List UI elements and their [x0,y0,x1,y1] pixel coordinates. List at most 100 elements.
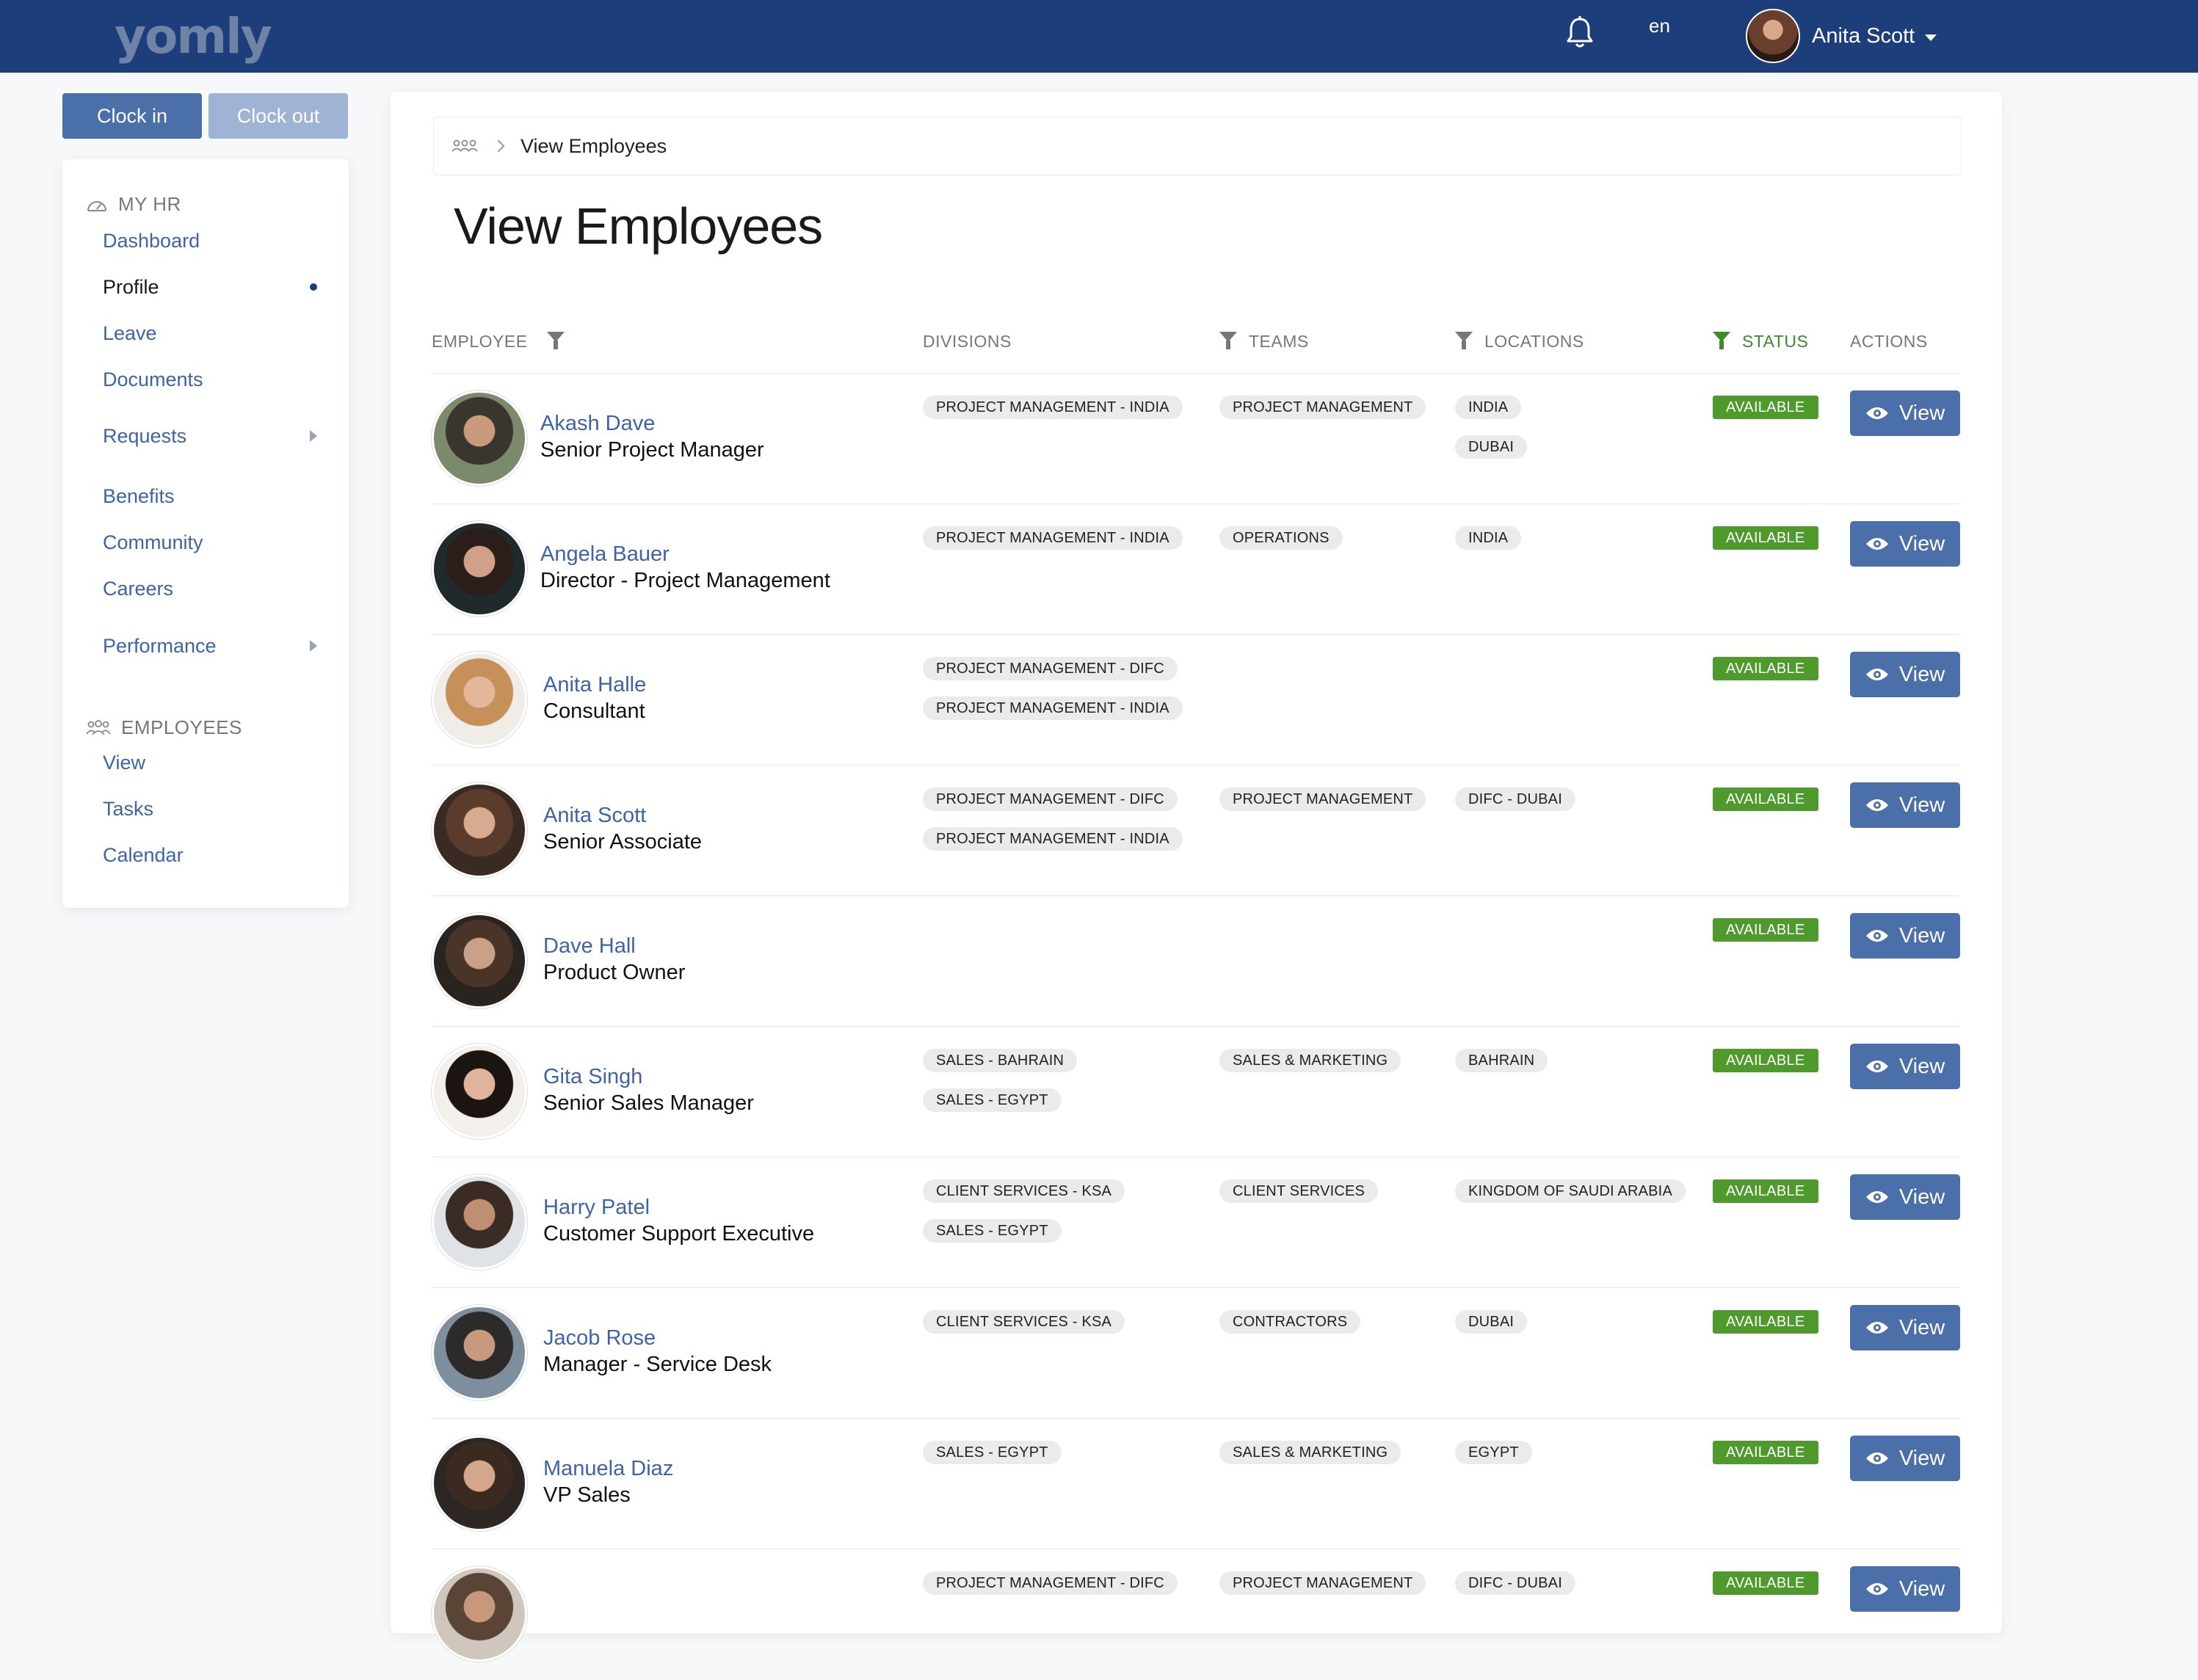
sidebar-item-careers[interactable]: Careers [103,577,174,600]
employee-name-link[interactable]: Harry Patel [543,1196,650,1219]
employee-name-link[interactable]: Anita Halle [543,673,647,697]
status-badge: AVAILABLE [1713,1441,1818,1464]
avatar[interactable] [432,1305,527,1400]
sidebar-item-benefits[interactable]: Benefits [103,484,175,507]
employee-role: Customer Support Executive [543,1222,815,1246]
status-badge: AVAILABLE [1713,788,1818,811]
avatar[interactable] [432,1566,527,1662]
sidebar-item-leave[interactable]: Leave [103,321,157,344]
view-employee-button[interactable]: View [1850,1044,1960,1089]
breadcrumb: View Employees [433,117,1962,175]
main-panel [391,92,2002,1633]
language-selector[interactable]: en [1649,15,1670,37]
view-employee-button[interactable]: View [1850,1566,1960,1612]
column-header-locations[interactable]: LOCATIONS [1455,330,1584,352]
column-header-label: ACTIONS [1850,331,1928,351]
division-tag: PROJECT MANAGEMENT - INDIA [923,827,1183,851]
view-button-label: View [1898,401,1945,425]
chevron-down-icon [1925,34,1937,41]
column-header-teams[interactable]: TEAMS [1219,330,1309,352]
people-icon [86,719,111,735]
employee-name-link[interactable]: Akash Dave [540,412,656,435]
status-badge: AVAILABLE [1713,1179,1818,1203]
location-tag: KINGDOM OF SAUDI ARABIA [1455,1179,1686,1203]
employee-name-link[interactable]: Jacob Rose [543,1326,656,1350]
avatar[interactable] [432,521,527,617]
division-tag: SALES - EGYPT [923,1441,1062,1464]
avatar[interactable] [432,1044,527,1139]
filter-icon[interactable] [1219,332,1237,351]
division-tag: SALES - EGYPT [923,1219,1062,1243]
view-employee-button[interactable]: View [1850,652,1960,697]
employee-name-link[interactable]: Angela Bauer [540,542,670,566]
sidebar-item-view[interactable]: View [103,751,146,774]
view-employee-button[interactable]: View [1850,1305,1960,1350]
sidebar-item-profile[interactable]: Profile [103,275,159,298]
division-tag: SALES - EGYPT [923,1088,1062,1112]
sidebar-section-my-hr: MY HR [86,193,181,216]
filter-icon[interactable] [1713,332,1730,351]
sidebar-item-calendar[interactable]: Calendar [103,843,184,866]
employee-name-link[interactable]: Gita Singh [543,1065,643,1088]
team-tag: PROJECT MANAGEMENT [1219,1571,1426,1595]
eye-icon [1865,930,1888,942]
division-tag: PROJECT MANAGEMENT - INDIA [923,526,1183,550]
division-tag: CLIENT SERVICES - KSA [923,1310,1125,1334]
sidebar-item-performance[interactable]: Performance [103,634,217,657]
view-button-label: View [1898,1185,1945,1209]
user-menu[interactable]: Anita Scott [1746,7,1937,65]
employee-role: Senior Associate [543,830,703,854]
view-button-label: View [1898,531,1945,556]
view-button-label: View [1898,1446,1945,1470]
clock-out-button[interactable]: Clock out [208,93,348,139]
avatar[interactable] [432,390,527,486]
clock-in-button[interactable]: Clock in [62,93,202,139]
employee-name-link[interactable]: Manuela Diaz [543,1457,674,1480]
filter-icon[interactable] [546,332,565,351]
sidebar-item-tasks[interactable]: Tasks [103,797,154,820]
column-header-status[interactable]: STATUS [1713,330,1808,352]
table-row: Anita Scott Senior Associate PROJECT MANAG… [432,765,1960,896]
status-badge: AVAILABLE [1713,918,1818,942]
chevron-right-icon[interactable] [310,430,317,442]
view-employee-button[interactable]: View [1850,390,1960,436]
avatar[interactable] [432,782,527,878]
user-name: Anita Scott [1812,23,1915,48]
view-employee-button[interactable]: View [1850,1436,1960,1481]
location-tag: DUBAI [1455,435,1528,459]
column-header-employee[interactable]: EMPLOYEE [432,330,565,352]
view-button-label: View [1898,793,1945,817]
app-logo[interactable]: yomly [115,8,272,65]
sidebar-item-dashboard[interactable]: Dashboard [103,229,200,252]
column-header-divisions[interactable]: DIVISIONS [923,330,1012,352]
employee-name-link[interactable]: Dave Hall [543,934,636,958]
employee-role: Director - Project Management [540,569,830,592]
team-tag: SALES & MARKETING [1219,1049,1401,1072]
view-employee-button[interactable]: View [1850,782,1960,828]
filter-icon[interactable] [1455,332,1473,351]
employee-role: Manager - Service Desk [543,1353,772,1376]
view-employee-button[interactable]: View [1850,1174,1960,1220]
sidebar-nav [62,159,349,908]
column-header-label: STATUS [1742,331,1809,351]
division-tag: CLIENT SERVICES - KSA [923,1179,1125,1203]
avatar[interactable] [432,1174,527,1270]
sidebar-item-community[interactable]: Community [103,531,203,553]
team-tag: PROJECT MANAGEMENT [1219,788,1426,811]
chevron-right-icon[interactable] [310,640,317,652]
status-badge: AVAILABLE [1713,1310,1818,1334]
employee-name-link[interactable]: Anita Scott [543,804,647,827]
notification-bell-icon[interactable] [1565,15,1595,50]
view-employee-button[interactable]: View [1850,521,1960,567]
view-employee-button[interactable]: View [1850,913,1960,959]
people-icon[interactable] [451,139,478,153]
sidebar-item-documents[interactable]: Documents [103,368,203,390]
table-row: Harry Patel Customer Support Executive CLI… [432,1157,1960,1288]
avatar[interactable] [432,913,527,1008]
location-tag: INDIA [1455,526,1522,550]
sidebar-item-requests[interactable]: Requests [103,424,187,447]
employee-role: Consultant [543,699,645,723]
avatar[interactable] [432,652,527,747]
location-tag: DIFC - DUBAI [1455,1571,1575,1595]
avatar[interactable] [432,1436,527,1531]
